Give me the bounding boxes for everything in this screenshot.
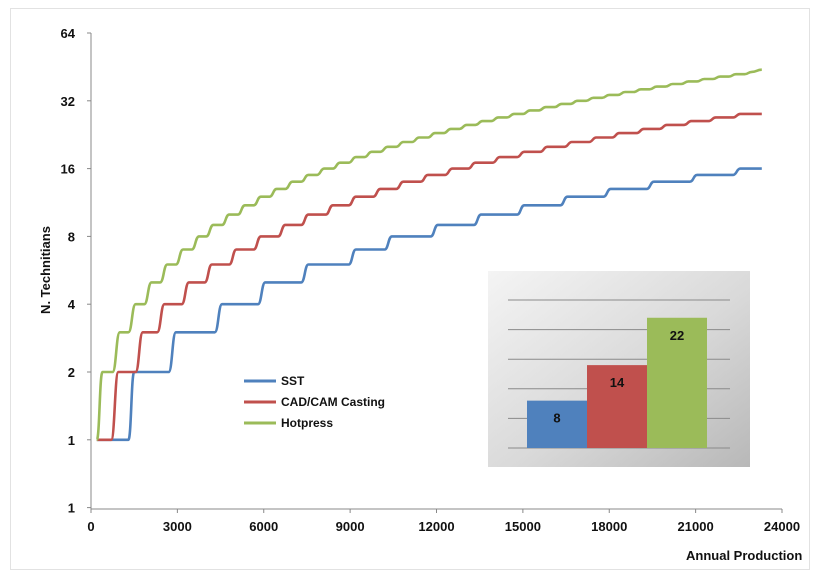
series-lines — [95, 68, 762, 442]
y-axis-title: N. Technitians — [38, 226, 53, 314]
inset-bar-value: 14 — [610, 375, 625, 390]
y-tick-label: 16 — [61, 162, 75, 177]
y-tick-label: 2 — [68, 365, 75, 380]
inset-bar — [587, 365, 647, 448]
series-line-sst — [96, 167, 762, 442]
x-tick-label: 12000 — [418, 519, 454, 534]
series-line-cad-cam-casting — [96, 112, 762, 442]
y-tick-label: 8 — [68, 229, 75, 244]
legend-label: CAD/CAM Casting — [281, 395, 385, 409]
inset-bar — [647, 317, 707, 448]
x-tick-label: 6000 — [249, 519, 278, 534]
x-tick-label: 15000 — [505, 519, 541, 534]
x-tick-label: 9000 — [336, 519, 365, 534]
y-tick-label: 64 — [61, 26, 76, 41]
inset-bars: 8 14 22 — [527, 317, 707, 448]
x-tick-label: 24000 — [764, 519, 800, 534]
x-tick-labels: 0 3000 6000 9000 12000 15000 18000 21000 24000 — [87, 509, 800, 534]
inset-bar-chart: 8 14 22 — [488, 271, 750, 467]
y-tick-label: 4 — [68, 297, 76, 312]
y-tick-label: 32 — [61, 94, 75, 109]
inset-bar — [527, 400, 587, 448]
legend-label: SST — [281, 374, 305, 388]
y-tick-label: 1 — [68, 433, 75, 448]
x-tick-label: 3000 — [163, 519, 192, 534]
legend: SST CAD/CAM Casting Hotpress — [244, 374, 385, 430]
x-tick-label: 0 — [87, 519, 94, 534]
x-tick-label: 21000 — [678, 519, 714, 534]
inset-bar-value: 8 — [553, 411, 560, 426]
legend-label: Hotpress — [281, 416, 333, 430]
y-tick-labels: 1 1 2 4 8 16 32 64 — [61, 26, 91, 516]
y-tick-label: 1 — [68, 501, 75, 516]
series-line-hotpress — [95, 68, 762, 442]
x-tick-label: 18000 — [591, 519, 627, 534]
inset-bar-value: 22 — [670, 328, 684, 343]
x-axis-title: Annual Production — [686, 548, 802, 563]
